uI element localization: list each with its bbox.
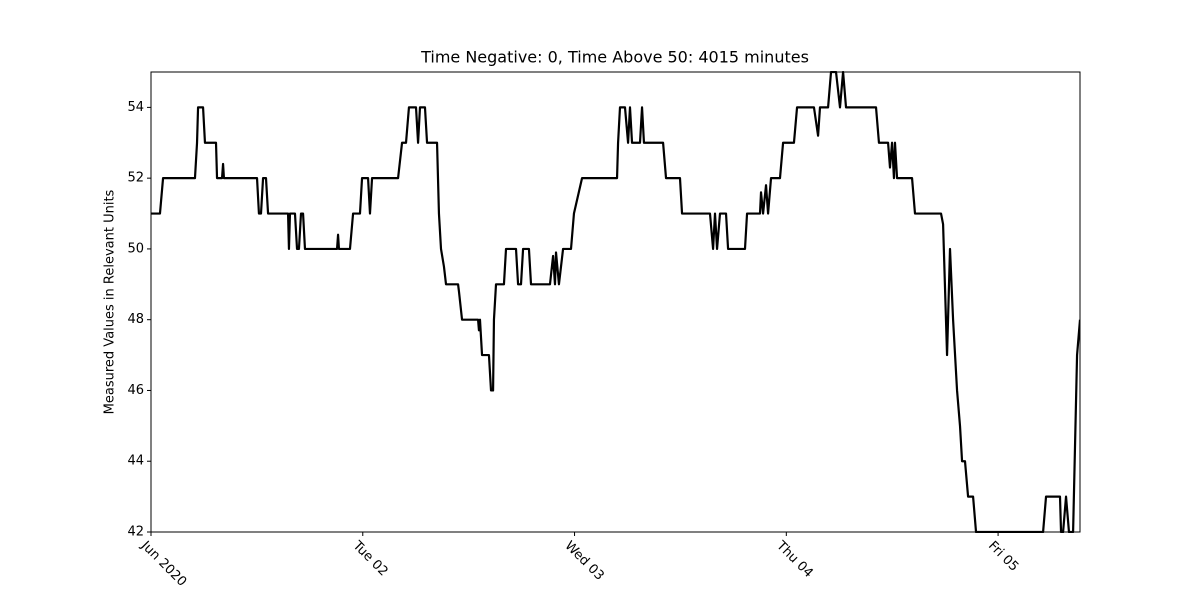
chart-title: Time Negative: 0, Time Above 50: 4015 mi… [420, 48, 809, 67]
data-line [151, 71, 1080, 533]
y-axis-label: Measured Values in Relevant Units [103, 189, 118, 414]
y-tick-label: 44 [127, 454, 144, 469]
y-tick-label: 52 [127, 171, 144, 186]
y-tick-label: 46 [127, 383, 144, 398]
y-tick-label: 42 [127, 525, 144, 540]
y-tick-label: 48 [127, 312, 144, 327]
plot-frame [150, 71, 1081, 533]
y-tick-label: 54 [127, 100, 144, 115]
y-tick-label: 50 [127, 241, 144, 256]
